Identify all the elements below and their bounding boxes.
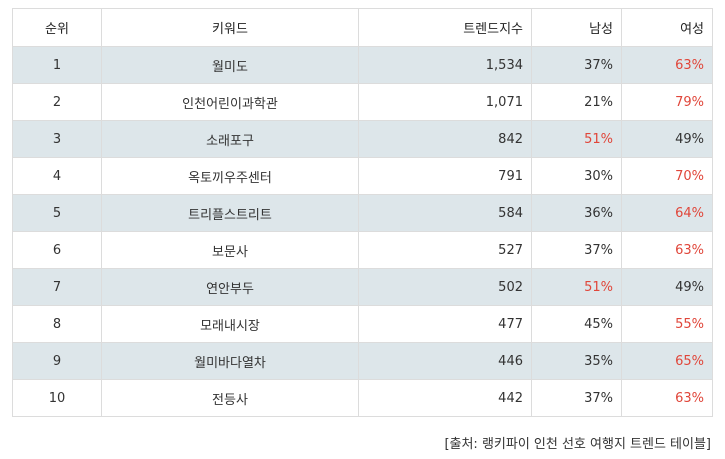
table-row: 1 월미도 1,534 37% 63% bbox=[12, 46, 713, 84]
table-row: 9 월미바다열차 446 35% 65% bbox=[12, 342, 713, 380]
table-row: 8 모래내시장 477 45% 55% bbox=[12, 305, 713, 343]
cell-rank: 9 bbox=[12, 342, 102, 380]
cell-keyword: 전등사 bbox=[101, 379, 359, 417]
cell-female: 63% bbox=[621, 46, 713, 84]
trend-table: 순위 키워드 트렌드지수 남성 여성 1 월미도 1,534 37% 63% 2… bbox=[12, 8, 713, 417]
cell-female: 63% bbox=[621, 379, 713, 417]
cell-keyword: 월미도 bbox=[101, 46, 359, 84]
cell-rank: 10 bbox=[12, 379, 102, 417]
table-header-row: 순위 키워드 트렌드지수 남성 여성 bbox=[12, 8, 713, 47]
cell-rank: 6 bbox=[12, 231, 102, 269]
cell-male: 35% bbox=[531, 342, 622, 380]
source-caption: [출처: 랭키파이 인천 선호 여행지 트렌드 테이블] bbox=[444, 437, 711, 452]
table-row: 6 보문사 527 37% 63% bbox=[12, 231, 713, 269]
cell-trend-index: 842 bbox=[358, 120, 532, 158]
cell-trend-index: 502 bbox=[358, 268, 532, 306]
cell-trend-index: 584 bbox=[358, 194, 532, 232]
cell-rank: 8 bbox=[12, 305, 102, 343]
cell-female: 65% bbox=[621, 342, 713, 380]
cell-keyword: 소래포구 bbox=[101, 120, 359, 158]
table-row: 4 옥토끼우주센터 791 30% 70% bbox=[12, 157, 713, 195]
cell-female: 64% bbox=[621, 194, 713, 232]
cell-rank: 4 bbox=[12, 157, 102, 195]
cell-male: 45% bbox=[531, 305, 622, 343]
cell-female: 63% bbox=[621, 231, 713, 269]
cell-rank: 7 bbox=[12, 268, 102, 306]
cell-rank: 3 bbox=[12, 120, 102, 158]
cell-keyword: 보문사 bbox=[101, 231, 359, 269]
cell-male: 21% bbox=[531, 83, 622, 121]
table-row: 7 연안부두 502 51% 49% bbox=[12, 268, 713, 306]
cell-rank: 2 bbox=[12, 83, 102, 121]
cell-rank: 1 bbox=[12, 46, 102, 84]
cell-trend-index: 791 bbox=[358, 157, 532, 195]
header-rank: 순위 bbox=[12, 8, 102, 47]
cell-female: 49% bbox=[621, 120, 713, 158]
table-row: 2 인천어린이과학관 1,071 21% 79% bbox=[12, 83, 713, 121]
cell-male: 51% bbox=[531, 120, 622, 158]
cell-male: 37% bbox=[531, 231, 622, 269]
cell-male: 37% bbox=[531, 46, 622, 84]
cell-rank: 5 bbox=[12, 194, 102, 232]
table-row: 5 트리플스트리트 584 36% 64% bbox=[12, 194, 713, 232]
cell-female: 49% bbox=[621, 268, 713, 306]
cell-male: 36% bbox=[531, 194, 622, 232]
cell-keyword: 모래내시장 bbox=[101, 305, 359, 343]
cell-keyword: 트리플스트리트 bbox=[101, 194, 359, 232]
header-male: 남성 bbox=[531, 8, 622, 47]
cell-female: 79% bbox=[621, 83, 713, 121]
cell-trend-index: 446 bbox=[358, 342, 532, 380]
cell-trend-index: 442 bbox=[358, 379, 532, 417]
cell-trend-index: 527 bbox=[358, 231, 532, 269]
cell-male: 51% bbox=[531, 268, 622, 306]
cell-keyword: 연안부두 bbox=[101, 268, 359, 306]
cell-keyword: 인천어린이과학관 bbox=[101, 83, 359, 121]
cell-male: 30% bbox=[531, 157, 622, 195]
table-row: 10 전등사 442 37% 63% bbox=[12, 379, 713, 417]
cell-female: 70% bbox=[621, 157, 713, 195]
cell-trend-index: 1,534 bbox=[358, 46, 532, 84]
header-trend-index: 트렌드지수 bbox=[358, 8, 532, 47]
cell-trend-index: 477 bbox=[358, 305, 532, 343]
header-female: 여성 bbox=[621, 8, 713, 47]
cell-female: 55% bbox=[621, 305, 713, 343]
cell-keyword: 옥토끼우주센터 bbox=[101, 157, 359, 195]
table-row: 3 소래포구 842 51% 49% bbox=[12, 120, 713, 158]
cell-keyword: 월미바다열차 bbox=[101, 342, 359, 380]
header-keyword: 키워드 bbox=[101, 8, 359, 47]
cell-male: 37% bbox=[531, 379, 622, 417]
cell-trend-index: 1,071 bbox=[358, 83, 532, 121]
